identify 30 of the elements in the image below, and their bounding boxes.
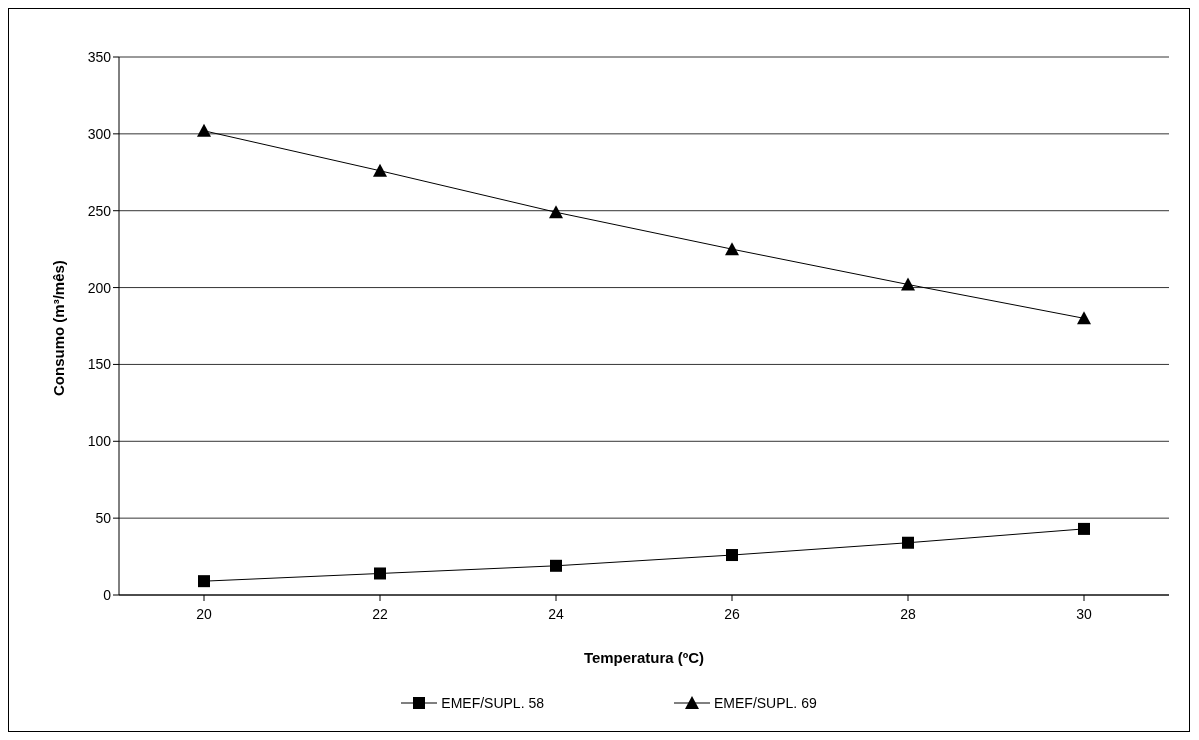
point bbox=[373, 163, 387, 177]
x-tick-label: 26 bbox=[724, 605, 740, 622]
point bbox=[902, 536, 914, 549]
point bbox=[725, 242, 739, 256]
x-tick-label: 20 bbox=[196, 605, 212, 622]
legend-label: EMEF/SUPL. 69 bbox=[714, 695, 817, 711]
y-tick-label: 0 bbox=[103, 586, 112, 603]
y-tick-label: 350 bbox=[87, 48, 112, 65]
x-tick-label: 22 bbox=[372, 605, 388, 622]
y-tick-label: 200 bbox=[87, 279, 112, 296]
y-tick-label: 250 bbox=[87, 202, 112, 219]
point bbox=[197, 123, 211, 137]
point bbox=[374, 567, 386, 580]
x-tick-label: 24 bbox=[548, 605, 564, 622]
point bbox=[1078, 522, 1090, 535]
point bbox=[198, 575, 210, 588]
point bbox=[550, 559, 562, 572]
x-axis-title: Temperatura (ºC) bbox=[583, 649, 705, 666]
y-tick-label: 300 bbox=[87, 125, 112, 142]
point bbox=[1077, 311, 1091, 325]
y-axis-title: Consumo (m³/mês) bbox=[50, 260, 68, 396]
point bbox=[549, 205, 563, 219]
y-tick-label: 100 bbox=[87, 433, 112, 450]
y-tick-label: 50 bbox=[95, 510, 112, 527]
y-tick-label: 150 bbox=[87, 356, 112, 373]
point bbox=[901, 277, 915, 291]
x-tick-label: 28 bbox=[900, 605, 916, 622]
legend-label: EMEF/SUPL. 58 bbox=[441, 695, 544, 711]
x-tick-label: 30 bbox=[1076, 605, 1092, 622]
point bbox=[726, 549, 738, 562]
